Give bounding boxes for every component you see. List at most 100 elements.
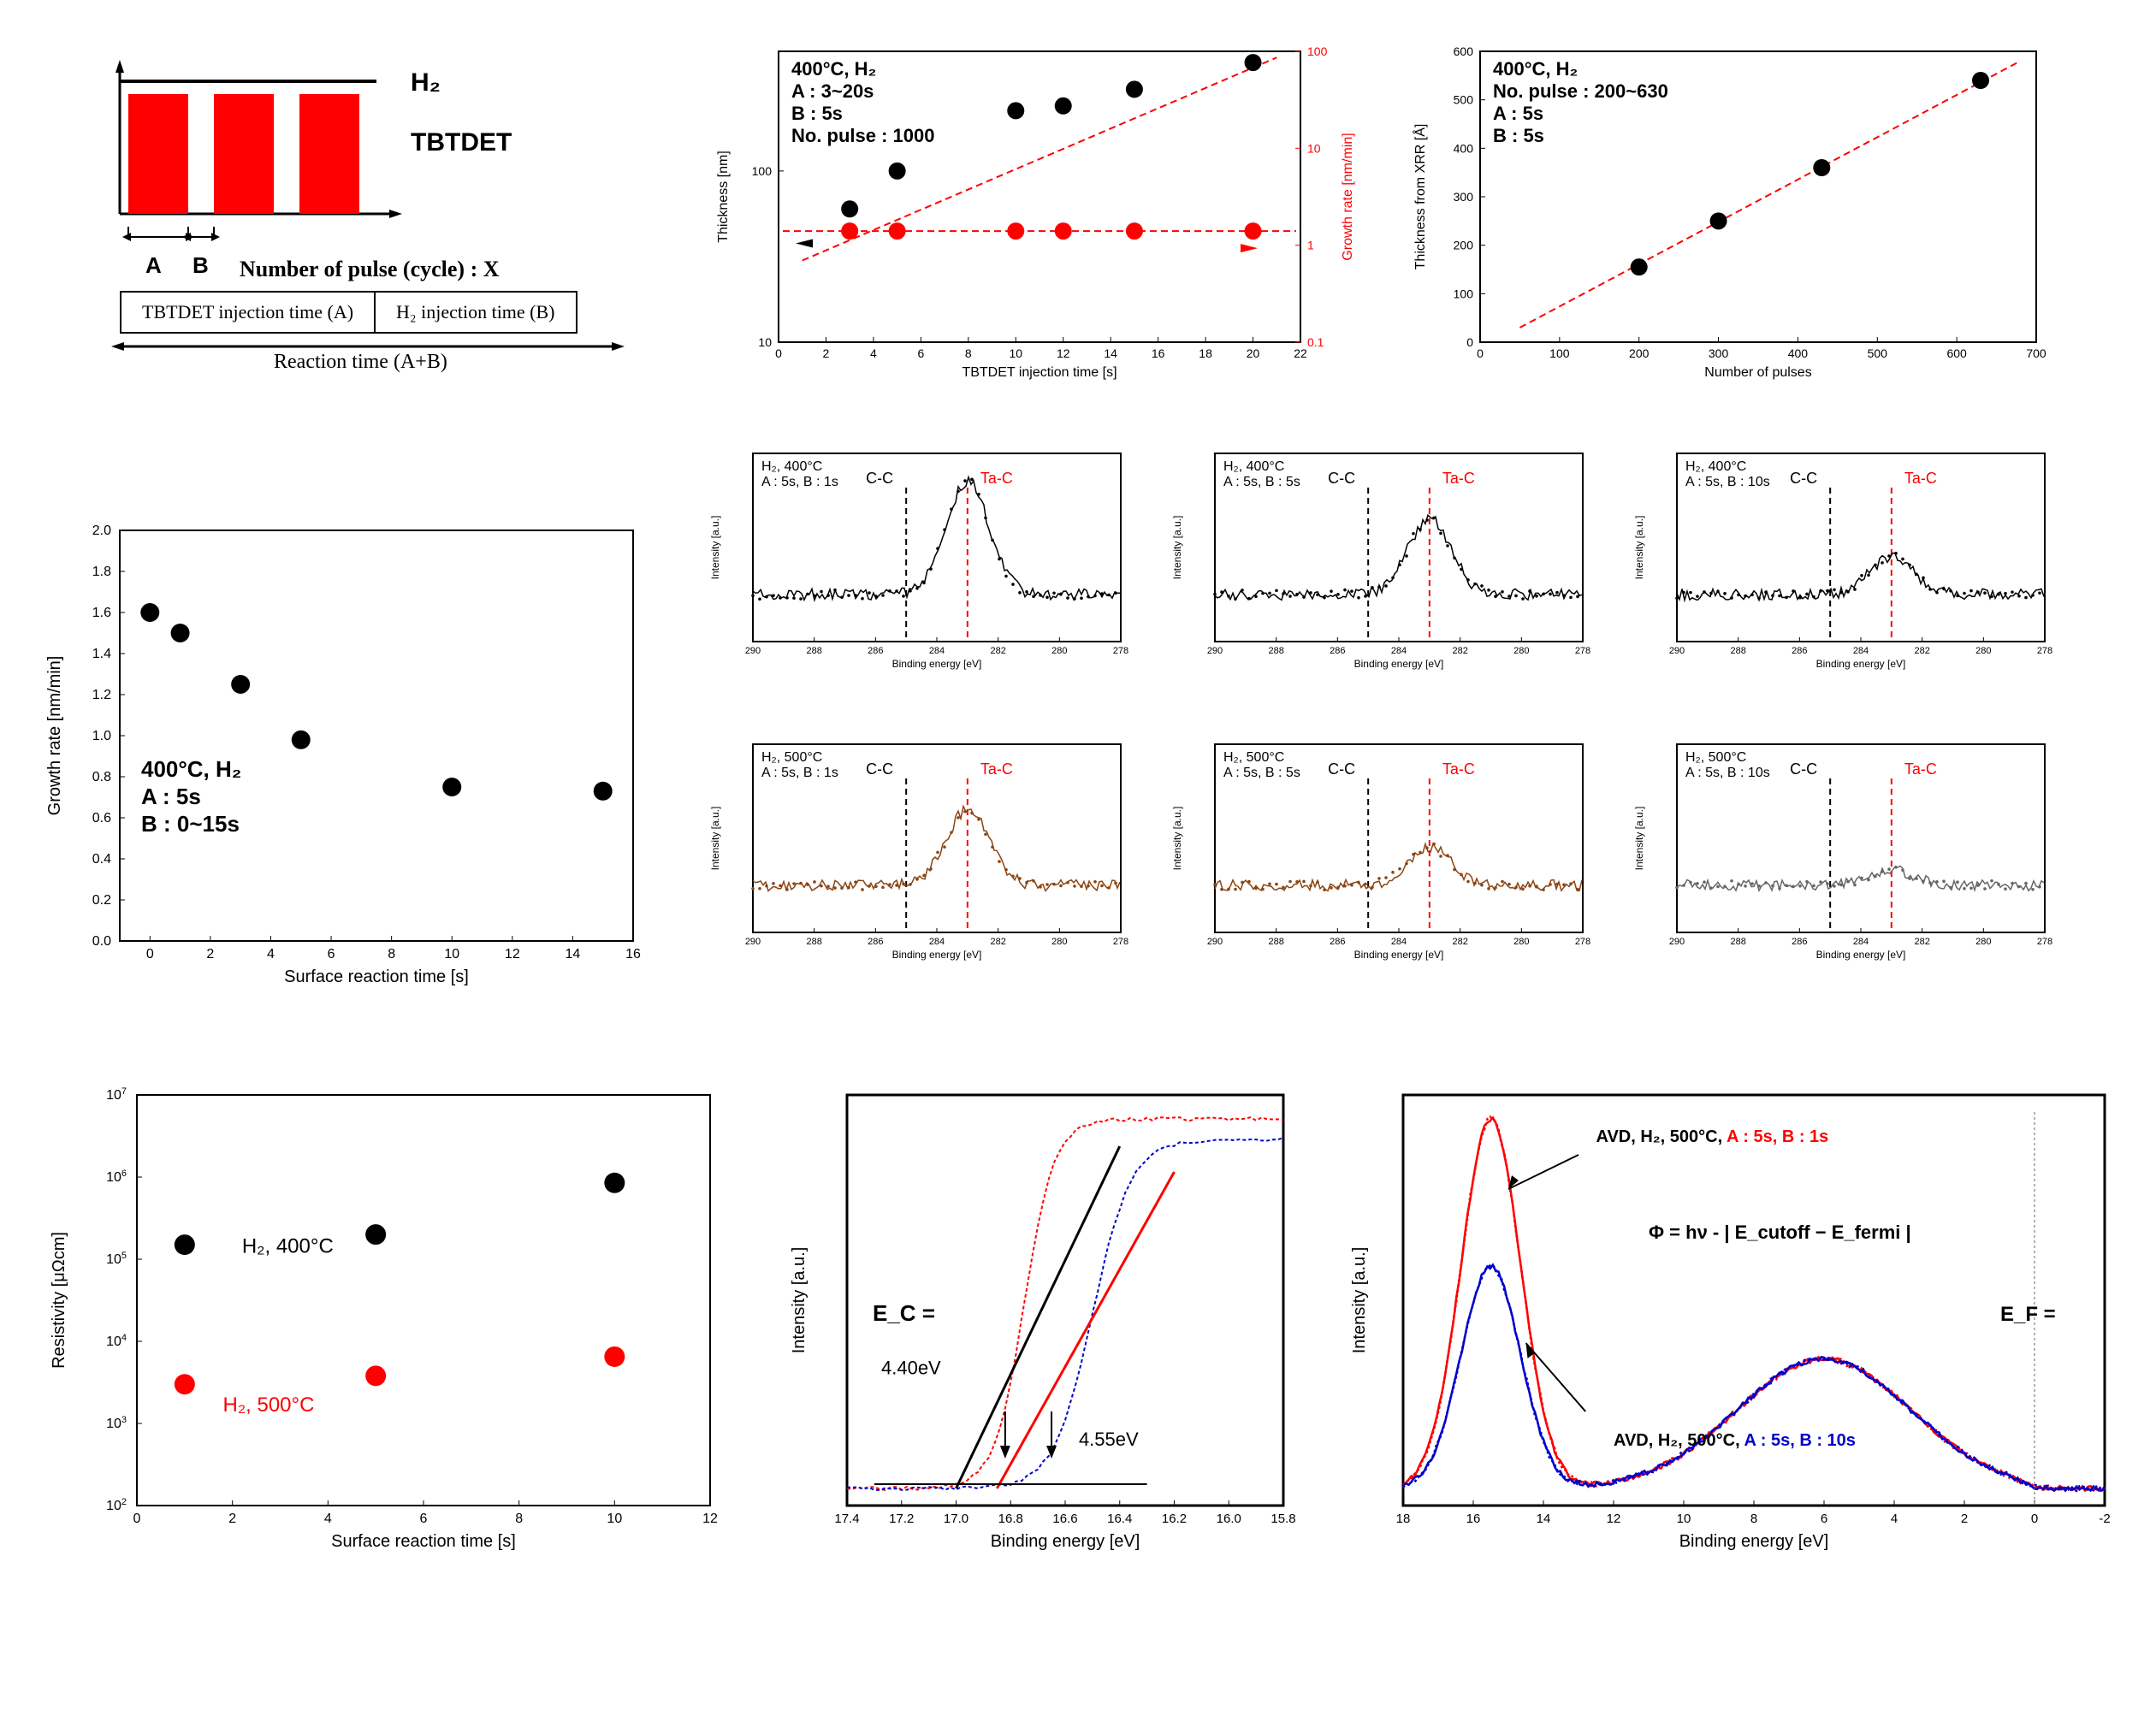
svg-text:600: 600 (1454, 44, 1474, 58)
svg-text:Ta-C: Ta-C (1904, 470, 1937, 487)
svg-text:290: 290 (1669, 646, 1685, 656)
svg-text:290: 290 (745, 646, 761, 656)
svg-text:290: 290 (1207, 937, 1223, 947)
svg-text:6: 6 (420, 1512, 428, 1526)
svg-text:300: 300 (1454, 190, 1474, 204)
svg-text:Intensity [a.u.]: Intensity [a.u.] (1171, 516, 1183, 580)
svg-text:0: 0 (775, 346, 782, 360)
svg-text:12: 12 (505, 947, 520, 962)
svg-text:B : 0~15s: B : 0~15s (141, 811, 240, 837)
svg-text:10: 10 (1307, 141, 1321, 155)
svg-text:288: 288 (1730, 937, 1745, 947)
svg-text:B : 5s: B : 5s (791, 103, 843, 124)
svg-text:400: 400 (1788, 346, 1809, 360)
h2-label: H₂ (411, 68, 441, 98)
svg-text:278: 278 (1113, 646, 1128, 656)
svg-text:103: 103 (106, 1415, 127, 1431)
pulse-caption: Number of pulse (cycle) : X (240, 257, 500, 282)
svg-text:300: 300 (1709, 346, 1729, 360)
row-2: 02468101214160.00.20.40.60.81.01.21.41.6… (34, 445, 2122, 1027)
svg-text:A : 5s, B : 10s: A : 5s, B : 10s (1685, 475, 1770, 489)
svg-text:290: 290 (745, 937, 761, 947)
svg-text:0: 0 (2031, 1512, 2038, 1526)
svg-text:278: 278 (1575, 937, 1590, 947)
thickness-svg: 0246810121416182022101000.1110100TBTDET … (702, 34, 1369, 393)
svg-text:Thickness from XRR [Å]: Thickness from XRR [Å] (1412, 124, 1428, 270)
xrr-svg: 0100200300400500600700010020030040050060… (1403, 34, 2070, 393)
svg-text:H₂, 500°C: H₂, 500°C (1223, 750, 1284, 765)
svg-text:16.8: 16.8 (998, 1512, 1023, 1526)
svg-text:400°C, H₂: 400°C, H₂ (791, 58, 876, 80)
svg-text:A : 5s: A : 5s (141, 784, 201, 809)
svg-text:100: 100 (1549, 346, 1570, 360)
svg-text:286: 286 (1330, 937, 1345, 947)
svg-text:AVD, H₂, 500°C, A : 5s, B : 10: AVD, H₂, 500°C, A : 5s, B : 10s (1614, 1431, 1856, 1450)
svg-text:Number of pulses: Number of pulses (1704, 365, 1811, 380)
svg-text:8: 8 (388, 947, 395, 962)
ups-left-chart: 17.417.217.016.816.616.416.216.015.8Bind… (779, 1078, 1309, 1557)
svg-text:16: 16 (1466, 1512, 1481, 1526)
svg-text:H₂, 400°C: H₂, 400°C (242, 1234, 334, 1257)
svg-text:282: 282 (1914, 646, 1929, 656)
svg-text:Resistivity [μΩcm]: Resistivity [μΩcm] (50, 1232, 68, 1369)
svg-text:H₂, 500°C: H₂, 500°C (1685, 750, 1746, 765)
svg-text:290: 290 (1207, 646, 1223, 656)
svg-text:TBTDET injection time [s]: TBTDET injection time [s] (962, 365, 1116, 380)
svg-text:282: 282 (1452, 646, 1467, 656)
svg-text:2: 2 (823, 346, 830, 360)
svg-text:106: 106 (106, 1169, 127, 1185)
svg-text:280: 280 (1051, 937, 1067, 947)
svg-text:Binding energy [eV]: Binding energy [eV] (1679, 1532, 1829, 1551)
svg-text:H₂, 500°C: H₂, 500°C (761, 750, 822, 765)
svg-text:1: 1 (1307, 239, 1314, 252)
svg-text:17.0: 17.0 (944, 1512, 968, 1526)
svg-text:C-C: C-C (866, 760, 893, 778)
svg-text:18: 18 (1396, 1512, 1411, 1526)
svg-text:Intensity [a.u.]: Intensity [a.u.] (709, 516, 721, 580)
svg-text:288: 288 (806, 646, 821, 656)
svg-text:4.55eV: 4.55eV (1079, 1429, 1139, 1450)
svg-text:4: 4 (1891, 1512, 1898, 1526)
svg-text:16.2: 16.2 (1162, 1512, 1187, 1526)
svg-text:1.4: 1.4 (92, 647, 111, 661)
schematic-panel: H₂ TBTDET A B Number of pulse (cycle) : … (34, 34, 667, 376)
svg-text:10: 10 (1677, 1512, 1691, 1526)
svg-text:280: 280 (1513, 937, 1529, 947)
svg-text:C-C: C-C (1328, 760, 1355, 778)
svg-text:10: 10 (444, 947, 459, 962)
svg-text:A : 5s, B : 1s: A : 5s, B : 1s (761, 475, 838, 489)
svg-text:286: 286 (1792, 646, 1807, 656)
svg-text:Binding energy [eV]: Binding energy [eV] (892, 949, 982, 961)
svg-text:Ta-C: Ta-C (1442, 760, 1475, 778)
svg-text:600: 600 (1946, 346, 1967, 360)
resistivity-chart: 024681012102103104105106107H₂, 400°CH₂, … (34, 1078, 744, 1557)
a-marker: A (145, 252, 162, 279)
svg-text:0.2: 0.2 (92, 893, 111, 908)
thickness-chart: 0246810121416182022101000.1110100TBTDET … (702, 34, 1369, 393)
svg-text:6: 6 (917, 346, 924, 360)
svg-text:Binding energy [eV]: Binding energy [eV] (1816, 658, 1906, 670)
svg-text:4: 4 (324, 1512, 332, 1526)
svg-text:Ta-C: Ta-C (1904, 760, 1937, 778)
svg-text:2: 2 (1961, 1512, 1968, 1526)
growth-svg: 02468101214160.00.20.40.60.81.01.21.41.6… (34, 513, 667, 992)
svg-text:100: 100 (1454, 287, 1474, 300)
svg-text:Growth rate [nm/min]: Growth rate [nm/min] (1341, 133, 1355, 260)
svg-text:280: 280 (1051, 646, 1067, 656)
svg-text:105: 105 (106, 1251, 127, 1267)
svg-text:Growth rate [nm/min]: Growth rate [nm/min] (45, 656, 64, 816)
svg-text:H₂, 500°C: H₂, 500°C (223, 1393, 315, 1417)
svg-text:280: 280 (1975, 646, 1991, 656)
svg-text:286: 286 (868, 646, 883, 656)
svg-text:278: 278 (1575, 646, 1590, 656)
svg-text:400: 400 (1454, 141, 1474, 155)
svg-text:284: 284 (929, 937, 945, 947)
svg-text:2.0: 2.0 (92, 524, 111, 538)
svg-text:16.0: 16.0 (1217, 1512, 1241, 1526)
svg-text:Φ = hν - | E_cutoff − E_fermi: Φ = hν - | E_cutoff − E_fermi | (1649, 1222, 1911, 1243)
svg-text:A : 5s, B : 5s: A : 5s, B : 5s (1223, 475, 1300, 489)
svg-text:AVD, H₂, 500°C, A : 5s, B : 1s: AVD, H₂, 500°C, A : 5s, B : 1s (1596, 1127, 1829, 1146)
svg-text:H₂, 400°C: H₂, 400°C (1223, 459, 1284, 474)
svg-text:C-C: C-C (1328, 470, 1355, 487)
svg-text:284: 284 (1391, 937, 1407, 947)
